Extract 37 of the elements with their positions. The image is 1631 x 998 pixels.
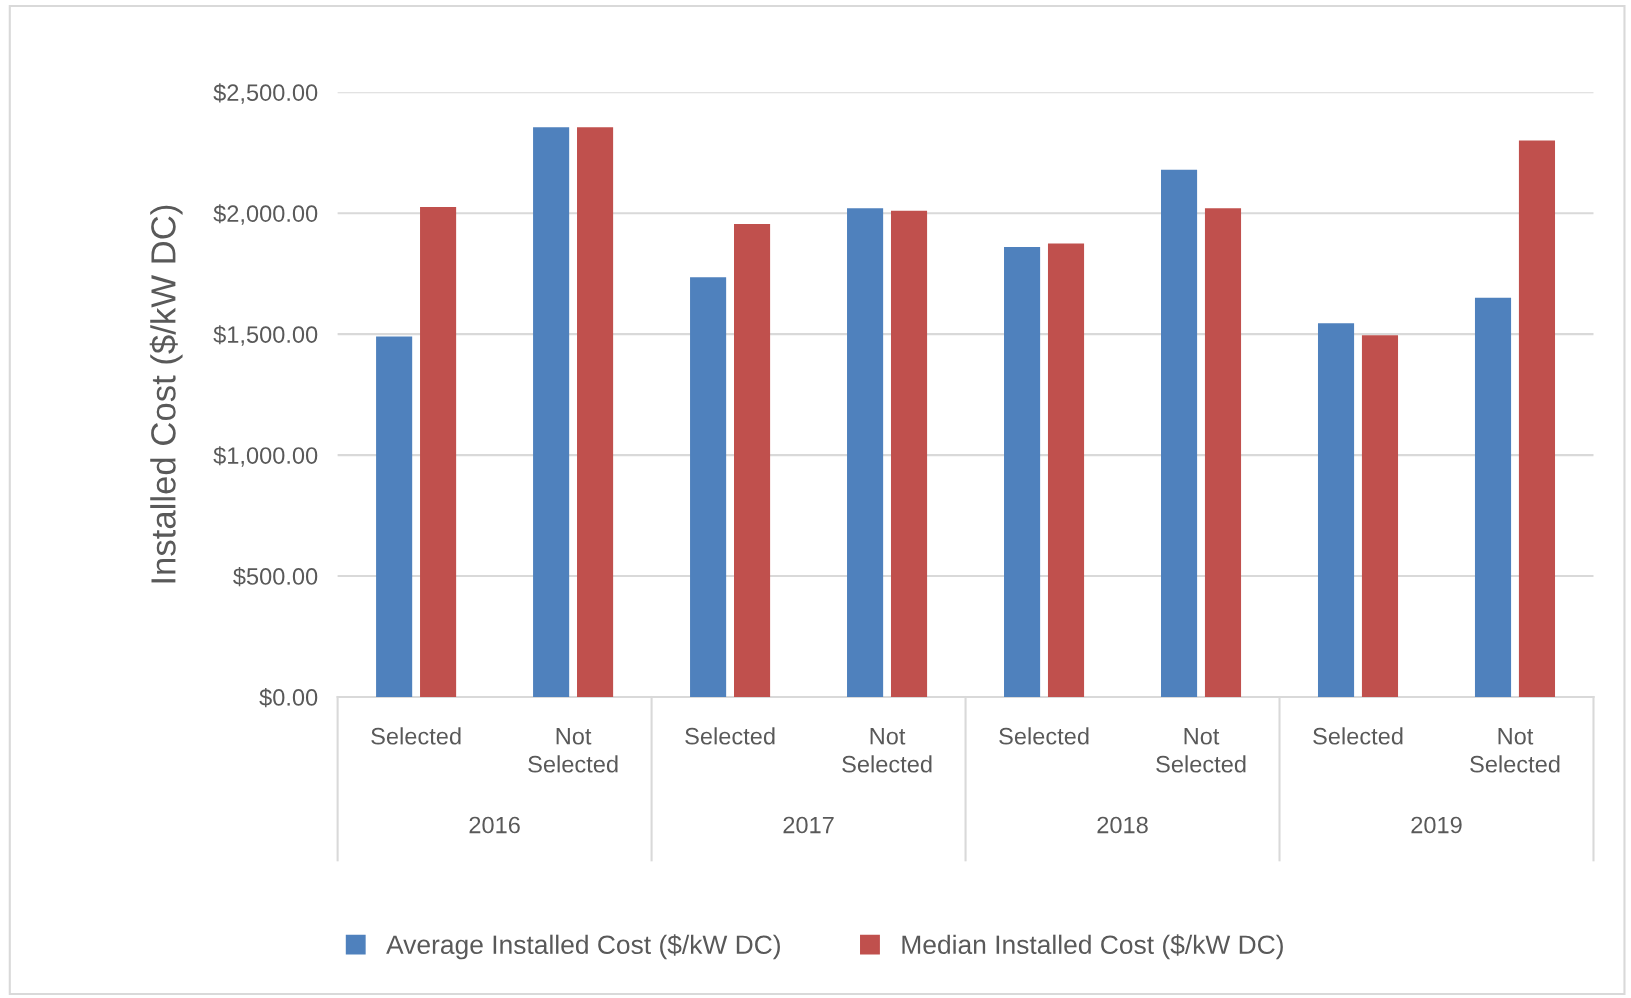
bar <box>577 127 614 697</box>
bar <box>1004 247 1041 697</box>
y-tick-label: $2,000.00 <box>213 204 318 225</box>
bar <box>1317 323 1355 697</box>
x-tick-label: Selected <box>685 727 775 745</box>
text: 2018 <box>1097 816 1148 834</box>
y-axis-title: Installed Cost ($/kW DC) <box>149 205 183 583</box>
bar <box>533 127 570 697</box>
bar <box>420 207 457 697</box>
bar <box>1161 169 1198 697</box>
y-tick-label: $1,000.00 <box>213 446 318 467</box>
legend-label: Median Installed Cost ($/kW DC) <box>902 934 1283 960</box>
x-tick-label: Selected <box>999 727 1089 745</box>
bar <box>734 224 771 697</box>
text: 2016 <box>469 816 520 834</box>
y-tick-label: $2,500.00 <box>213 83 318 104</box>
bar <box>890 210 928 697</box>
y-tick-label: $500.00 <box>233 567 318 587</box>
bar <box>1047 243 1085 697</box>
bar <box>690 277 727 697</box>
bar <box>847 208 884 697</box>
y-tick-label: $1,500.00 <box>213 325 318 346</box>
x-tick-label: Not Selected <box>1156 728 1246 773</box>
text: 2019 <box>1411 816 1462 834</box>
bar <box>1204 208 1242 697</box>
x-tick-label: Selected <box>371 727 461 745</box>
bar <box>1361 335 1399 697</box>
x-tick-label: Not Selected <box>1470 728 1560 773</box>
bar <box>376 336 413 697</box>
bar <box>1518 140 1556 697</box>
legend-label: Average Installed Cost ($/kW DC) <box>386 934 780 960</box>
text: 2017 <box>783 816 834 834</box>
y-tick-label: $0.00 <box>259 688 318 708</box>
bar <box>1474 297 1512 697</box>
x-tick-label: Not Selected <box>528 728 618 773</box>
x-tick-label: Selected <box>1313 727 1403 745</box>
x-tick-label: Not Selected <box>842 728 932 773</box>
